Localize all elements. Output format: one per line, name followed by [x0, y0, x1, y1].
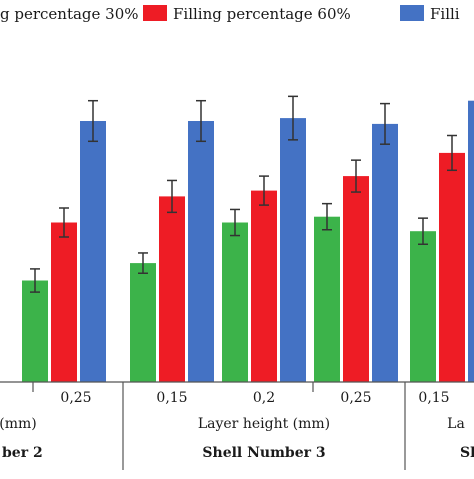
legend: g percentage 30% Filling percentage 60% Fi…	[0, 5, 460, 23]
group-title-shell-number: Shell Number 3	[202, 445, 325, 461]
x-axis: 0,25 0,15 0,2 0,25 0,15 (mm) Layer height (mm)…	[0, 381, 474, 470]
axis-title-layer-height: (mm)	[0, 416, 37, 432]
bar-shell4-layer-015-fill60	[439, 152, 465, 382]
bar-shell3-layer-025-fill90-error-bar	[380, 102, 390, 145]
bar-shell3-layer-02-fill90-error-bar	[288, 95, 298, 141]
bar-shell3-layer-015-fill90	[188, 121, 214, 382]
legend-label-1: g percentage 30%	[0, 5, 139, 23]
group-title-shell-number: ber 2	[2, 445, 43, 461]
legend-label-3: Filli	[430, 5, 460, 23]
bar-shell4-layer-015-fill90	[468, 100, 474, 382]
bar-shell3-layer-025-fill90	[372, 123, 398, 383]
bar-shell3-layer-015-fill60	[159, 196, 185, 382]
tick-label: 0,2	[253, 390, 275, 406]
bar-shell2-layer-025-fill60	[51, 222, 77, 382]
legend-swatch-2	[143, 5, 167, 21]
legend-swatch-3	[400, 5, 424, 21]
bar-shell2-layer-025-fill90-error-bar	[88, 99, 98, 143]
bar-shell3-layer-02-fill30	[222, 222, 248, 382]
bar-shell4-layer-015-fill30-error-bar	[418, 217, 428, 245]
tick-label: 0,15	[156, 390, 187, 406]
bar-shell2-layer-025-fill30-error-bar	[30, 268, 40, 293]
axis-title-layer-height: La	[447, 416, 465, 432]
bar-shell3-layer-02-fill90	[280, 118, 306, 382]
bar-shell3-layer-025-fill60	[343, 176, 369, 382]
tick-label: 0,25	[60, 390, 91, 406]
tick-label: 0,25	[340, 390, 371, 406]
plot-area	[22, 95, 474, 383]
bar-shell3-layer-02-fill60	[251, 190, 277, 382]
bar-shell3-layer-015-fill90-error-bar	[196, 99, 206, 143]
bar-shell3-layer-02-fill30-error-bar	[230, 208, 240, 237]
group-title-shell-number: Sh	[460, 445, 474, 461]
bar-shell3-layer-015-fill60-error-bar	[167, 179, 177, 214]
axis-title-layer-height: Layer height (mm)	[198, 416, 330, 432]
bar-shell3-layer-02-fill60-error-bar	[259, 175, 269, 206]
bar-shell4-layer-015-fill60-error-bar	[447, 134, 457, 172]
legend-label-2: Filling percentage 60%	[173, 5, 351, 23]
bar-shell2-layer-025-fill90	[80, 121, 106, 382]
bar-shell4-layer-015-fill30	[410, 231, 436, 382]
bar-shell3-layer-015-fill30-error-bar	[138, 252, 148, 274]
bar-shell2-layer-025-fill60-error-bar	[59, 207, 69, 238]
bar-shell3-layer-015-fill30	[130, 263, 156, 382]
bar-shell3-layer-025-fill30	[314, 216, 340, 382]
bar-shell3-layer-025-fill60-error-bar	[351, 159, 361, 193]
bar-shell3-layer-025-fill30-error-bar	[322, 202, 332, 231]
bar-shell2-layer-025-fill30	[22, 280, 48, 382]
tick-label: 0,15	[418, 390, 449, 406]
